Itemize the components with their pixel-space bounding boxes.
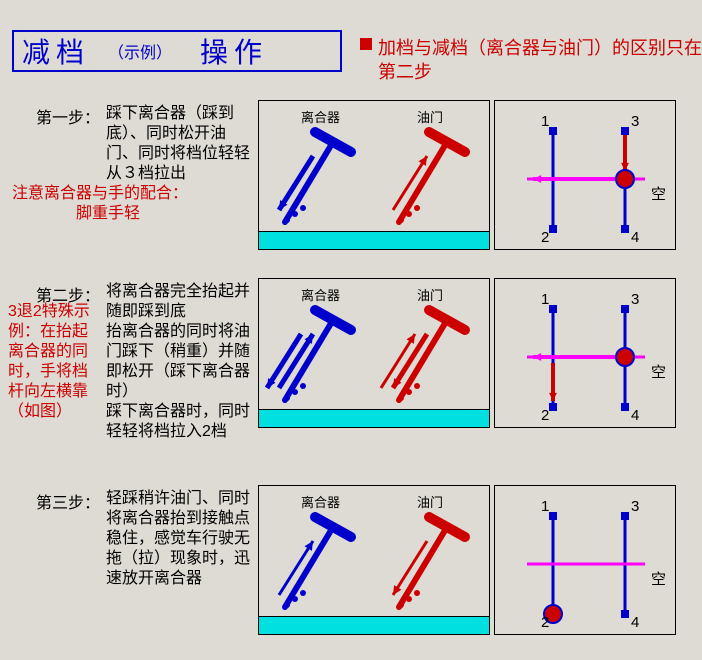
clutch-pedal-icon (265, 292, 365, 427)
throttle-pedal-icon (379, 292, 479, 427)
gear-number-4: 4 (631, 407, 639, 424)
step-label-3: 第三步： (36, 489, 100, 513)
step-note-2: 3退2特殊示例：在抬起离合器的同时，手将档杆向左横靠（如图） (8, 302, 90, 422)
gear-neutral-label: 空 (651, 183, 666, 204)
step-text-1: 踩下离合器（踩到底）、同时松开油门、同时将档位轻轻从３档拉出 (106, 104, 250, 184)
throttle-pedal-icon (379, 114, 479, 249)
gear-diagram-1: 1 3 2 4 空 (494, 100, 676, 250)
gear-number-1: 1 (541, 498, 549, 515)
gear-number-2: 2 (541, 229, 549, 246)
gear-number-4: 4 (631, 229, 639, 246)
gear-number-3: 3 (631, 113, 639, 130)
gear-number-2: 2 (541, 407, 549, 424)
gear-diagram-3: 1 3 2 4 空 (494, 485, 676, 635)
pedal-diagram-3: 离合器油门 (258, 485, 490, 635)
gear-neutral-label: 空 (651, 361, 666, 382)
throttle-pedal-icon (379, 499, 479, 634)
clutch-pedal-icon (265, 114, 365, 249)
title-sub: （示例） (108, 39, 172, 63)
gear-neutral-label: 空 (651, 568, 666, 589)
title-operation: 操作 (200, 31, 268, 71)
gear-diagram-2: 1 3 2 4 空 (494, 278, 676, 428)
step-label-1: 第一步： (36, 104, 100, 128)
gear-number-3: 3 (631, 291, 639, 308)
top-note: 加档与减档（离合器与油门）的区别只在第二步 (378, 36, 702, 84)
gear-number-3: 3 (631, 498, 639, 515)
step-text-2: 将离合器完全抬起并随即踩到底抬离合器的同时将油门踩下（稍重）并随即松开（踩下离合… (106, 282, 250, 442)
title-main: 减档 (22, 31, 90, 71)
step-text-3: 轻踩稍许油门、同时将离合器抬到接触点稳住，感觉车行驶无拖（拉）现象时，迅速放开离… (106, 489, 250, 589)
bullet-square (360, 38, 372, 50)
step-note-1: 注意离合器与手的配合： 脚重手轻 (12, 184, 188, 224)
pedal-diagram-2: 离合器油门 (258, 278, 490, 428)
pedal-diagram-1: 离合器油门 (258, 100, 490, 250)
clutch-pedal-icon (265, 499, 365, 634)
gear-number-2: 2 (541, 614, 549, 631)
gear-number-1: 1 (541, 291, 549, 308)
gear-number-1: 1 (541, 113, 549, 130)
gear-number-4: 4 (631, 614, 639, 631)
title-box: 减档 （示例） 操作 (12, 30, 342, 72)
